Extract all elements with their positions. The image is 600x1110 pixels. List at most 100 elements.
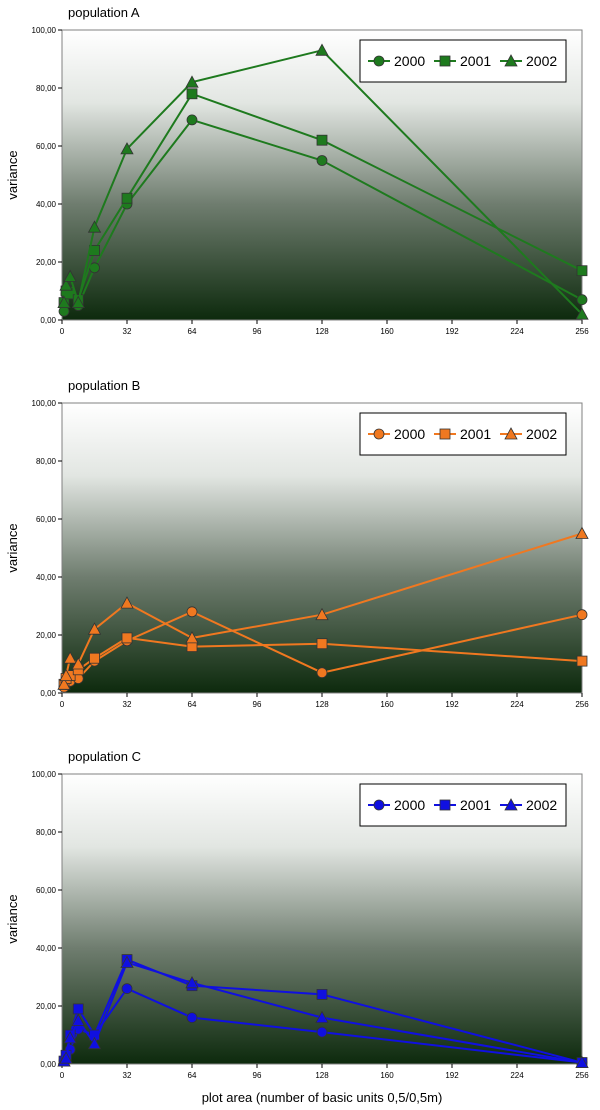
data-point-2002 xyxy=(63,651,77,664)
x-tick-label: 32 xyxy=(123,700,132,709)
series-2002 xyxy=(57,955,589,1068)
x-tick-label: 64 xyxy=(188,1071,197,1080)
y-axis-label: variance xyxy=(5,150,20,199)
legend-marker xyxy=(504,54,518,67)
legend-marker xyxy=(439,799,451,811)
series-2002 xyxy=(57,526,589,690)
data-point-2002 xyxy=(57,677,71,690)
y-axis-label: variance xyxy=(5,523,20,572)
data-point-2001 xyxy=(316,989,328,1000)
legend-label: 2001 xyxy=(460,797,491,813)
data-point-2000 xyxy=(121,983,133,994)
legend-marker xyxy=(504,427,518,440)
data-point-2002 xyxy=(120,955,134,968)
chart-panel-2: population B 0,00 20,00 40,00 60,00 80,00 100,… xyxy=(5,378,589,709)
data-point-2002 xyxy=(59,668,73,681)
y-tick-label: 100,00 xyxy=(32,399,57,408)
data-point-2002 xyxy=(87,622,102,635)
legend-label: 2000 xyxy=(394,53,425,69)
x-tick-label: 224 xyxy=(510,1071,524,1080)
y-tick-label: 40,00 xyxy=(36,200,57,209)
y-tick-label: 60,00 xyxy=(36,886,57,895)
data-point-2001 xyxy=(186,88,198,100)
legend-marker xyxy=(439,428,451,440)
data-point-2000 xyxy=(576,609,588,621)
legend-box xyxy=(359,39,567,83)
x-tick-label: 224 xyxy=(510,327,524,336)
data-point-2002 xyxy=(185,631,199,644)
x-tick-label: 224 xyxy=(510,700,524,709)
x-tick-label: 160 xyxy=(380,327,394,336)
x-tick-label: 64 xyxy=(188,327,197,336)
x-tick-label: 192 xyxy=(445,327,459,336)
x-tick-label: 96 xyxy=(253,700,262,709)
x-tick-label: 256 xyxy=(575,327,589,336)
y-tick-label: 20,00 xyxy=(36,631,57,640)
data-point-2000 xyxy=(316,1026,328,1038)
data-point-2001 xyxy=(72,1003,84,1015)
x-tick-label: 256 xyxy=(575,1071,589,1080)
y-tick-label: 100,00 xyxy=(32,26,57,35)
x-tick-label: 192 xyxy=(445,1071,459,1080)
data-point-2001 xyxy=(121,192,133,204)
data-point-2001 xyxy=(316,638,328,650)
data-point-2002 xyxy=(315,607,329,621)
x-tick-label: 96 xyxy=(253,327,262,336)
data-point-2002 xyxy=(87,220,102,233)
y-tick-label: 20,00 xyxy=(36,1002,57,1011)
legend: 2000 2001 2002 xyxy=(359,412,567,456)
chart-title: population A xyxy=(68,5,140,20)
x-tick-label: 0 xyxy=(60,327,65,336)
x-tick-label: 64 xyxy=(188,700,197,709)
data-point-2002 xyxy=(63,1031,77,1044)
data-point-2001 xyxy=(576,655,588,667)
legend-marker xyxy=(373,428,385,440)
data-point-2002 xyxy=(63,269,77,282)
legend-marker xyxy=(373,55,385,67)
y-tick-label: 20,00 xyxy=(36,258,57,267)
x-tick-label: 192 xyxy=(445,700,459,709)
data-point-2002 xyxy=(71,657,85,670)
chart-panel-1: population A 0,00 20,00 40,00 60,00 80,00 100,… xyxy=(5,5,589,336)
data-point-2002 xyxy=(57,295,71,309)
data-point-2000 xyxy=(316,667,328,679)
data-point-2001 xyxy=(576,265,588,277)
data-point-2002 xyxy=(575,526,589,539)
x-tick-label: 32 xyxy=(123,1071,132,1080)
data-point-2002 xyxy=(71,1013,85,1026)
data-point-2002 xyxy=(575,307,589,320)
y-tick-label: 80,00 xyxy=(36,828,57,837)
y-tick-label: 0,00 xyxy=(40,316,56,325)
data-point-2002 xyxy=(315,1010,329,1023)
legend: 2000 2001 2002 xyxy=(359,783,567,827)
x-tick-label: 160 xyxy=(380,1071,394,1080)
legend-marker xyxy=(373,799,385,811)
legend-label: 2001 xyxy=(460,426,491,442)
x-tick-label: 96 xyxy=(253,1071,262,1080)
data-point-2001 xyxy=(89,652,100,664)
x-tick-label: 0 xyxy=(60,1071,65,1080)
y-tick-label: 80,00 xyxy=(36,457,57,466)
data-point-2001 xyxy=(316,134,328,146)
data-point-2000 xyxy=(186,114,198,126)
y-tick-label: 40,00 xyxy=(36,573,57,582)
y-tick-label: 100,00 xyxy=(32,770,57,779)
data-point-2002 xyxy=(185,975,199,989)
data-point-2002 xyxy=(71,295,85,309)
data-point-2002 xyxy=(120,596,134,609)
data-point-2001 xyxy=(121,632,133,644)
y-axis-label: variance xyxy=(5,894,20,943)
chart-title: population C xyxy=(68,749,141,764)
y-tick-label: 80,00 xyxy=(36,84,57,93)
data-point-2000 xyxy=(316,155,328,166)
y-tick-label: 60,00 xyxy=(36,142,57,151)
data-point-2000 xyxy=(186,1012,198,1023)
legend: 2000 2001 2002 xyxy=(359,39,567,83)
data-point-2000 xyxy=(89,262,100,274)
legend-marker xyxy=(439,55,451,67)
chart-title: population B xyxy=(68,378,140,393)
x-tick-label: 256 xyxy=(575,700,589,709)
x-tick-label: 0 xyxy=(60,700,65,709)
y-tick-label: 0,00 xyxy=(40,1060,56,1069)
